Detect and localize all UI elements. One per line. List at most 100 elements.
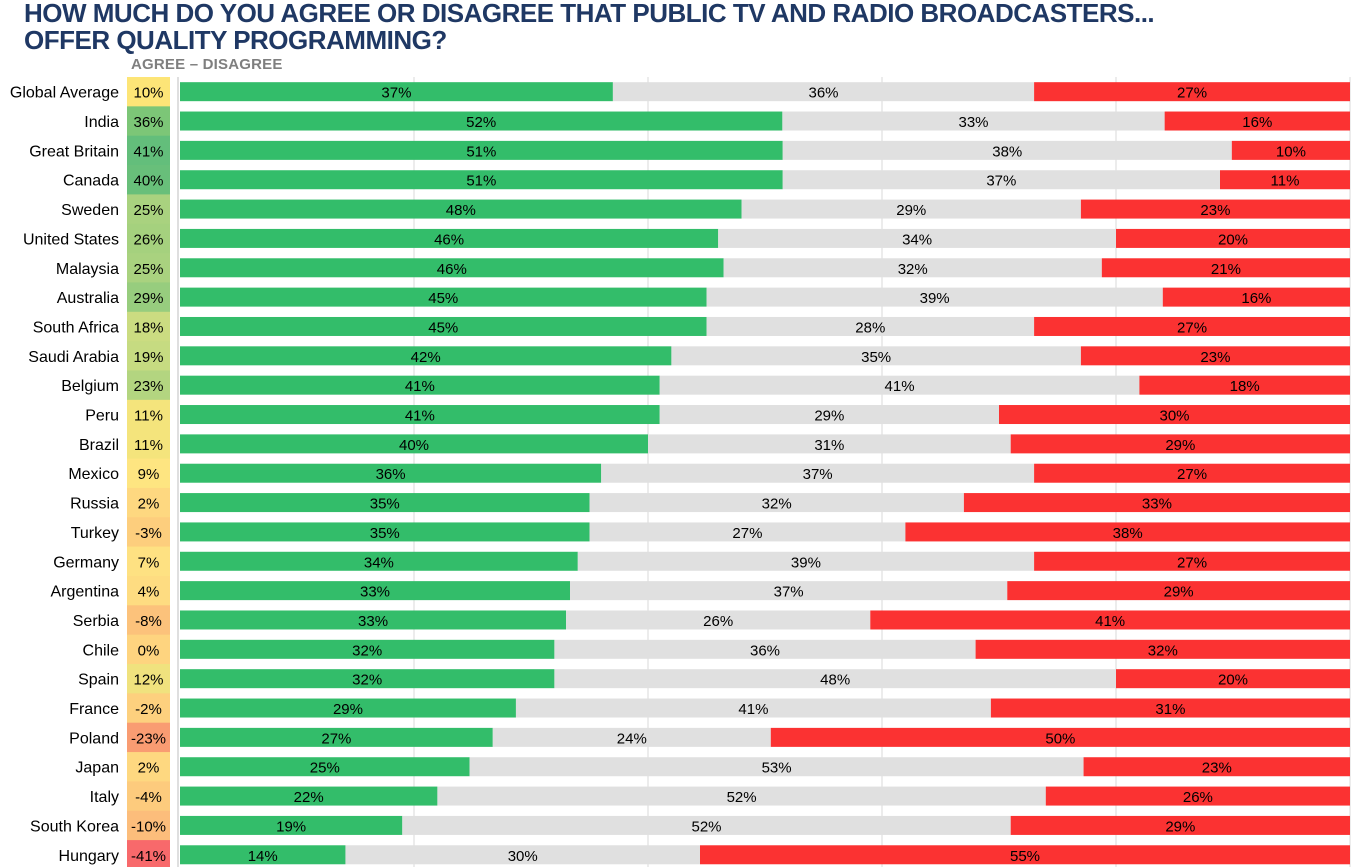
net-value: 23% (133, 378, 163, 395)
neutral-value-label: 29% (896, 202, 926, 219)
agree-bar (180, 493, 590, 513)
agree-bar (180, 287, 707, 307)
agree-bar (180, 140, 783, 160)
agree-value-label: 41% (405, 378, 435, 395)
disagree-value-label: 26% (1183, 789, 1213, 806)
agree-value-label: 27% (321, 730, 351, 747)
neutral-bar (782, 140, 1232, 160)
agree-value-label: 42% (411, 349, 441, 366)
net-value: 12% (133, 672, 163, 689)
agree-value-label: 32% (352, 672, 382, 689)
neutral-value-label: 33% (958, 114, 988, 131)
agree-value-label: 41% (405, 408, 435, 425)
agree-bar (180, 669, 555, 689)
net-cell (127, 810, 170, 841)
neutral-value-label: 48% (820, 672, 850, 689)
agree-value-label: 37% (381, 85, 411, 102)
disagree-bar (1101, 258, 1350, 278)
net-value: 7% (138, 554, 160, 571)
neutral-value-label: 53% (762, 760, 792, 777)
country-label: Australia (57, 290, 119, 307)
net-cell (127, 135, 170, 166)
neutral-value-label: 41% (885, 378, 915, 395)
disagree-bar (999, 405, 1350, 425)
disagree-value-label: 20% (1218, 672, 1248, 689)
disagree-bar (770, 727, 1350, 747)
agree-value-label: 34% (364, 554, 394, 571)
country-label: United States (23, 231, 119, 248)
disagree-value-label: 29% (1165, 818, 1195, 835)
agree-bar (180, 375, 660, 395)
neutral-bar (577, 551, 1035, 571)
net-value: -41% (131, 848, 166, 865)
disagree-value-label: 55% (1010, 848, 1040, 865)
net-cell (127, 517, 170, 548)
net-value: 2% (138, 760, 160, 777)
net-value: 2% (138, 496, 160, 513)
country-label: South Korea (30, 818, 119, 835)
agree-value-label: 25% (310, 760, 340, 777)
neutral-bar (659, 405, 999, 425)
neutral-bar (659, 375, 1140, 395)
disagree-bar (975, 639, 1350, 659)
net-cell (127, 165, 170, 195)
disagree-bar (1034, 82, 1350, 102)
neutral-value-label: 35% (861, 349, 891, 366)
agree-value-label: 45% (428, 319, 458, 336)
net-value: 40% (133, 173, 163, 190)
net-cell (127, 223, 170, 254)
neutral-bar (589, 493, 964, 513)
net-value: 26% (133, 231, 163, 248)
net-value: -3% (135, 525, 162, 542)
country-label: Canada (63, 173, 119, 190)
neutral-value-label: 31% (814, 437, 844, 454)
neutral-value-label: 52% (691, 818, 721, 835)
neutral-value-label: 27% (732, 525, 762, 542)
country-label: Italy (90, 789, 119, 806)
net-value: 36% (133, 114, 163, 131)
disagree-bar (1007, 581, 1350, 601)
net-cell (127, 253, 170, 283)
country-label: Saudi Arabia (28, 349, 119, 366)
neutral-bar (612, 82, 1035, 102)
agree-value-label: 22% (294, 789, 324, 806)
disagree-value-label: 50% (1045, 730, 1075, 747)
net-value: 11% (134, 437, 163, 454)
disagree-value-label: 41% (1095, 613, 1125, 630)
disagree-value-label: 16% (1242, 114, 1272, 131)
neutral-value-label: 30% (508, 848, 538, 865)
net-cell (127, 194, 170, 225)
neutral-bar (515, 698, 991, 718)
country-label: Great Britain (29, 143, 119, 160)
neutral-bar (402, 815, 1011, 835)
agree-value-label: 19% (276, 818, 306, 835)
neutral-value-label: 52% (727, 789, 757, 806)
agree-bar (180, 228, 719, 248)
neutral-bar (566, 610, 871, 630)
neutral-bar (671, 346, 1081, 366)
neutral-bar (718, 228, 1116, 248)
neutral-value-label: 39% (920, 290, 950, 307)
neutral-bar (648, 434, 1011, 454)
neutral-value-label: 29% (814, 408, 844, 425)
disagree-value-label: 27% (1177, 554, 1207, 571)
country-label: Russia (70, 496, 119, 513)
net-value: 11% (134, 408, 163, 425)
country-label: France (69, 701, 119, 718)
disagree-value-label: 27% (1177, 319, 1207, 336)
disagree-value-label: 20% (1218, 231, 1248, 248)
neutral-bar (782, 170, 1220, 190)
net-value: 29% (133, 290, 163, 307)
country-label: Malaysia (56, 261, 119, 278)
country-label: Mexico (68, 466, 119, 483)
neutral-value-label: 41% (738, 701, 768, 718)
country-label: Brazil (79, 437, 119, 454)
neutral-bar (723, 258, 1102, 278)
disagree-value-label: 38% (1113, 525, 1143, 542)
disagree-bar (1010, 434, 1350, 454)
agree-value-label: 51% (466, 143, 496, 160)
country-label: Chile (83, 642, 120, 659)
net-cell (127, 106, 170, 137)
disagree-bar (1116, 669, 1350, 689)
